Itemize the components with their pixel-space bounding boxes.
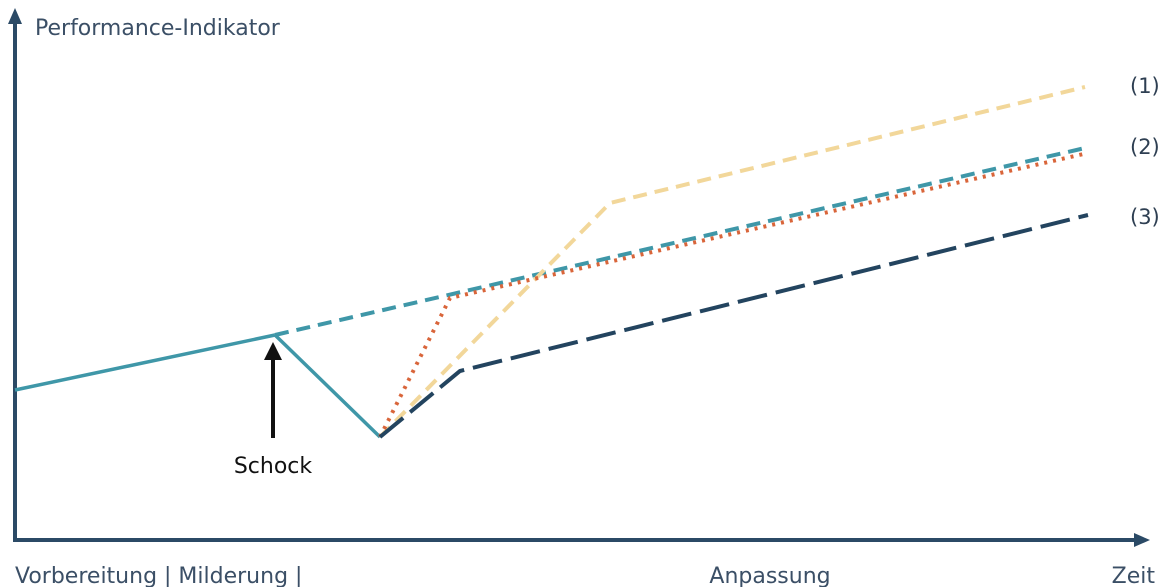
phase-label-left: Vorbereitung | Milderung | <box>15 564 302 587</box>
curve-2-line <box>274 146 1086 337</box>
x-axis-arrowhead <box>1134 533 1150 547</box>
shock-drop-line <box>273 333 382 439</box>
curve-3-line <box>378 213 1089 439</box>
x-axis-label: Zeit <box>1112 564 1156 587</box>
curve-label-1: (1) <box>1130 74 1160 98</box>
shock-label: Schock <box>234 454 313 479</box>
curve-1-line <box>378 85 1086 439</box>
shock-arrow-icon <box>264 342 282 360</box>
curve-label-3: (3) <box>1130 205 1160 229</box>
y-axis-arrowhead <box>8 8 22 24</box>
pre-shock-line <box>14 333 276 392</box>
curve-2-recovery-line <box>378 151 1089 438</box>
y-axis-label: Performance-Indikator <box>35 16 281 41</box>
curve-label-2: (2) <box>1130 135 1160 159</box>
phase-label-right: Anpassung <box>709 564 830 587</box>
